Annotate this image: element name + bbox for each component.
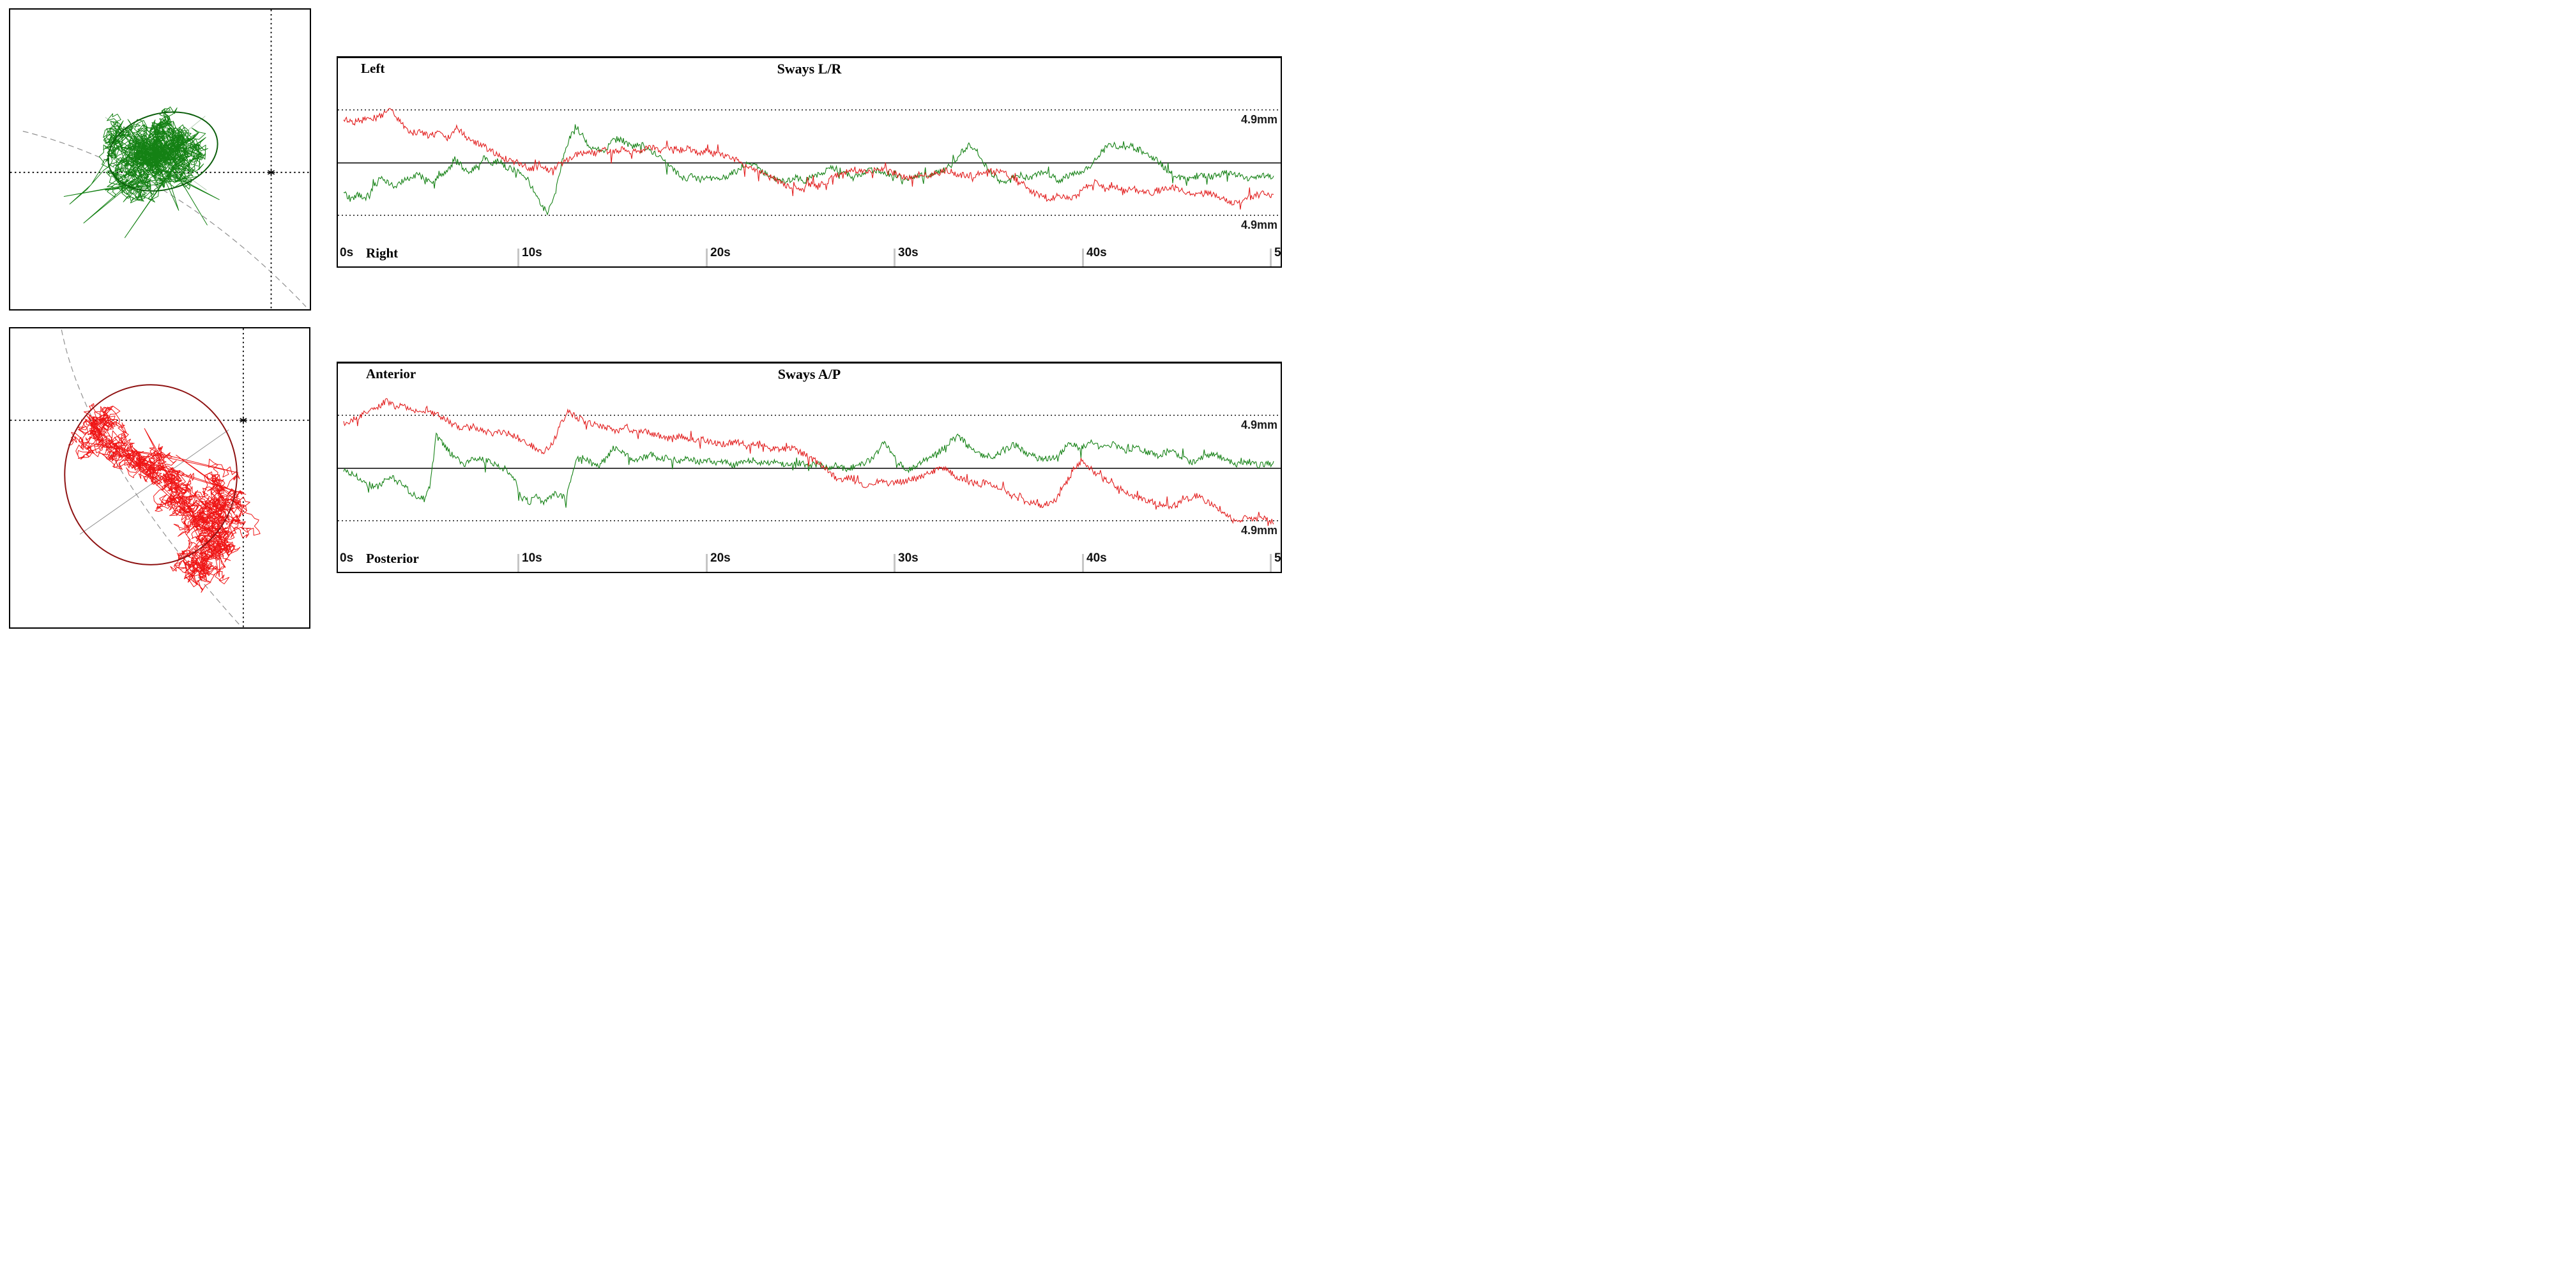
tick-mark-20s bbox=[706, 554, 708, 572]
sways-lr-traces bbox=[343, 108, 1274, 216]
tick-label-40s: 40s bbox=[1086, 246, 1107, 259]
tick-label-10s: 10s bbox=[522, 246, 542, 259]
chart-title: Sways L/R bbox=[777, 61, 842, 77]
tick-mark-50s bbox=[1270, 554, 1272, 572]
tick-mark-40s bbox=[1082, 249, 1084, 266]
axis-direction-label-down: Right bbox=[366, 245, 399, 261]
tick-mark-10s bbox=[517, 554, 519, 572]
sways-ap-traces bbox=[343, 398, 1274, 526]
zero-line bbox=[338, 162, 1281, 164]
upper-limit-line bbox=[338, 109, 1281, 111]
axis-direction-label-up: Anterior bbox=[366, 366, 416, 381]
tick-label-20s: 20s bbox=[710, 551, 731, 565]
upper-limit-label: 4.9mm bbox=[1240, 418, 1277, 431]
tick-mark-10s bbox=[517, 249, 519, 266]
tick-mark-30s bbox=[894, 554, 896, 572]
lower-limit-line bbox=[338, 215, 1281, 216]
tick-mark-50s bbox=[1270, 249, 1272, 266]
panel-statokinesiogram-red bbox=[9, 327, 310, 629]
tick-label-50s: 50s bbox=[1274, 551, 1281, 565]
tick-label-30s: 30s bbox=[898, 551, 918, 565]
tick-label-0s: 0s bbox=[340, 246, 354, 259]
lower-limit-line bbox=[338, 520, 1281, 521]
upper-limit-label: 4.9mm bbox=[1240, 113, 1277, 126]
tick-label-20s: 20s bbox=[710, 246, 731, 259]
app-root: Left Sways L/R 4.9mm 4.9mm 0s Right 10s … bbox=[0, 0, 1288, 637]
tick-label-30s: 30s bbox=[898, 246, 918, 259]
chart-title: Sways A/P bbox=[777, 366, 841, 382]
chart-sways-lr: Left Sways L/R 4.9mm 4.9mm 0s Right 10s … bbox=[337, 56, 1282, 268]
statokinesiogram-green-plot bbox=[10, 10, 310, 309]
axis-direction-label-down: Posterior bbox=[366, 551, 419, 566]
chart-sways-ap: Anterior Sways A/P 4.9mm 4.9mm 0s Poster… bbox=[337, 362, 1282, 573]
tick-label-50s: 50s bbox=[1274, 246, 1281, 259]
tick-label-10s: 10s bbox=[522, 551, 542, 565]
lower-limit-label: 4.9mm bbox=[1240, 524, 1277, 537]
axis-direction-label-up: Left bbox=[361, 61, 385, 76]
lower-limit-label: 4.9mm bbox=[1240, 219, 1277, 231]
tick-label-40s: 40s bbox=[1086, 551, 1107, 565]
panel-statokinesiogram-green bbox=[9, 8, 311, 311]
tick-label-0s: 0s bbox=[340, 551, 354, 565]
tick-mark-30s bbox=[894, 249, 896, 266]
tick-mark-20s bbox=[706, 249, 708, 266]
statokinesiogram-red-plot bbox=[10, 328, 309, 627]
tick-mark-40s bbox=[1082, 554, 1084, 572]
upper-limit-line bbox=[338, 415, 1281, 416]
